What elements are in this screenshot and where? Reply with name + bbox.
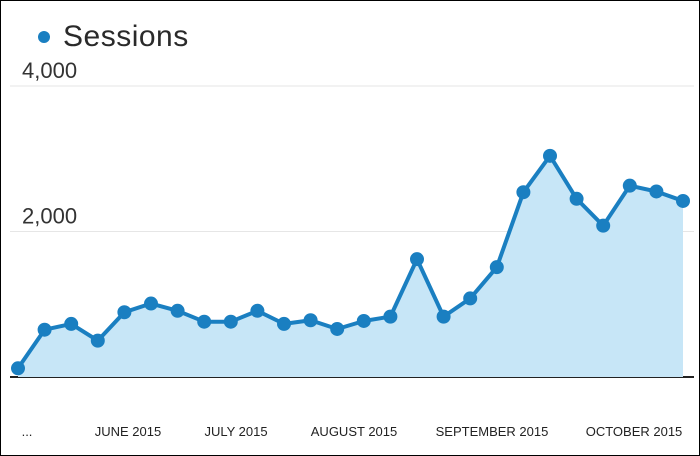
data-point-8 xyxy=(197,314,212,329)
data-point-16 xyxy=(410,252,424,267)
data-point-21 xyxy=(543,148,557,163)
data-point-9 xyxy=(223,314,238,329)
data-point-14 xyxy=(356,313,371,328)
data-point-12 xyxy=(303,313,318,328)
data-point-22 xyxy=(569,191,584,206)
data-point-15 xyxy=(383,309,398,324)
data-point-13 xyxy=(330,321,345,336)
data-point-20 xyxy=(516,185,531,200)
area-layer xyxy=(18,155,683,377)
y-tick-label: 2,000 xyxy=(22,204,77,229)
data-point-19 xyxy=(489,260,504,275)
data-point-7 xyxy=(170,303,185,318)
data-point-17 xyxy=(436,309,451,324)
point-layer xyxy=(11,148,690,376)
data-point-26 xyxy=(676,193,690,208)
legend: Sessions xyxy=(38,20,189,54)
x-tick-label: ... xyxy=(22,424,33,439)
data-point-24 xyxy=(622,178,637,193)
circle-marker-icon xyxy=(38,31,50,43)
x-tick-label: JULY 2015 xyxy=(204,424,267,439)
y-tick-labels: 2,000 4,000 xyxy=(22,58,77,229)
data-point-25 xyxy=(649,184,664,199)
x-tick-labels: ... JUNE 2015 JULY 2015 AUGUST 2015 SEPTEMBE… xyxy=(22,424,683,439)
legend-label: Sessions xyxy=(63,20,189,53)
x-tick-label: OCTOBER 2015 xyxy=(586,424,683,439)
x-tick-label: AUGUST 2015 xyxy=(311,424,397,439)
data-point-11 xyxy=(277,316,291,331)
y-tick-label: 4,000 xyxy=(22,58,77,83)
data-point-1 xyxy=(11,361,25,376)
x-tick-label: SEPTEMBER 2015 xyxy=(436,424,549,439)
data-point-6 xyxy=(144,296,158,311)
data-point-18 xyxy=(463,291,478,306)
data-point-4 xyxy=(90,333,105,348)
data-point-23 xyxy=(596,218,611,233)
data-point-5 xyxy=(117,305,132,320)
sessions-area xyxy=(18,155,683,377)
data-point-2 xyxy=(37,322,52,337)
data-point-3 xyxy=(64,316,79,331)
data-point-10 xyxy=(250,303,265,318)
x-tick-label: JUNE 2015 xyxy=(95,424,161,439)
